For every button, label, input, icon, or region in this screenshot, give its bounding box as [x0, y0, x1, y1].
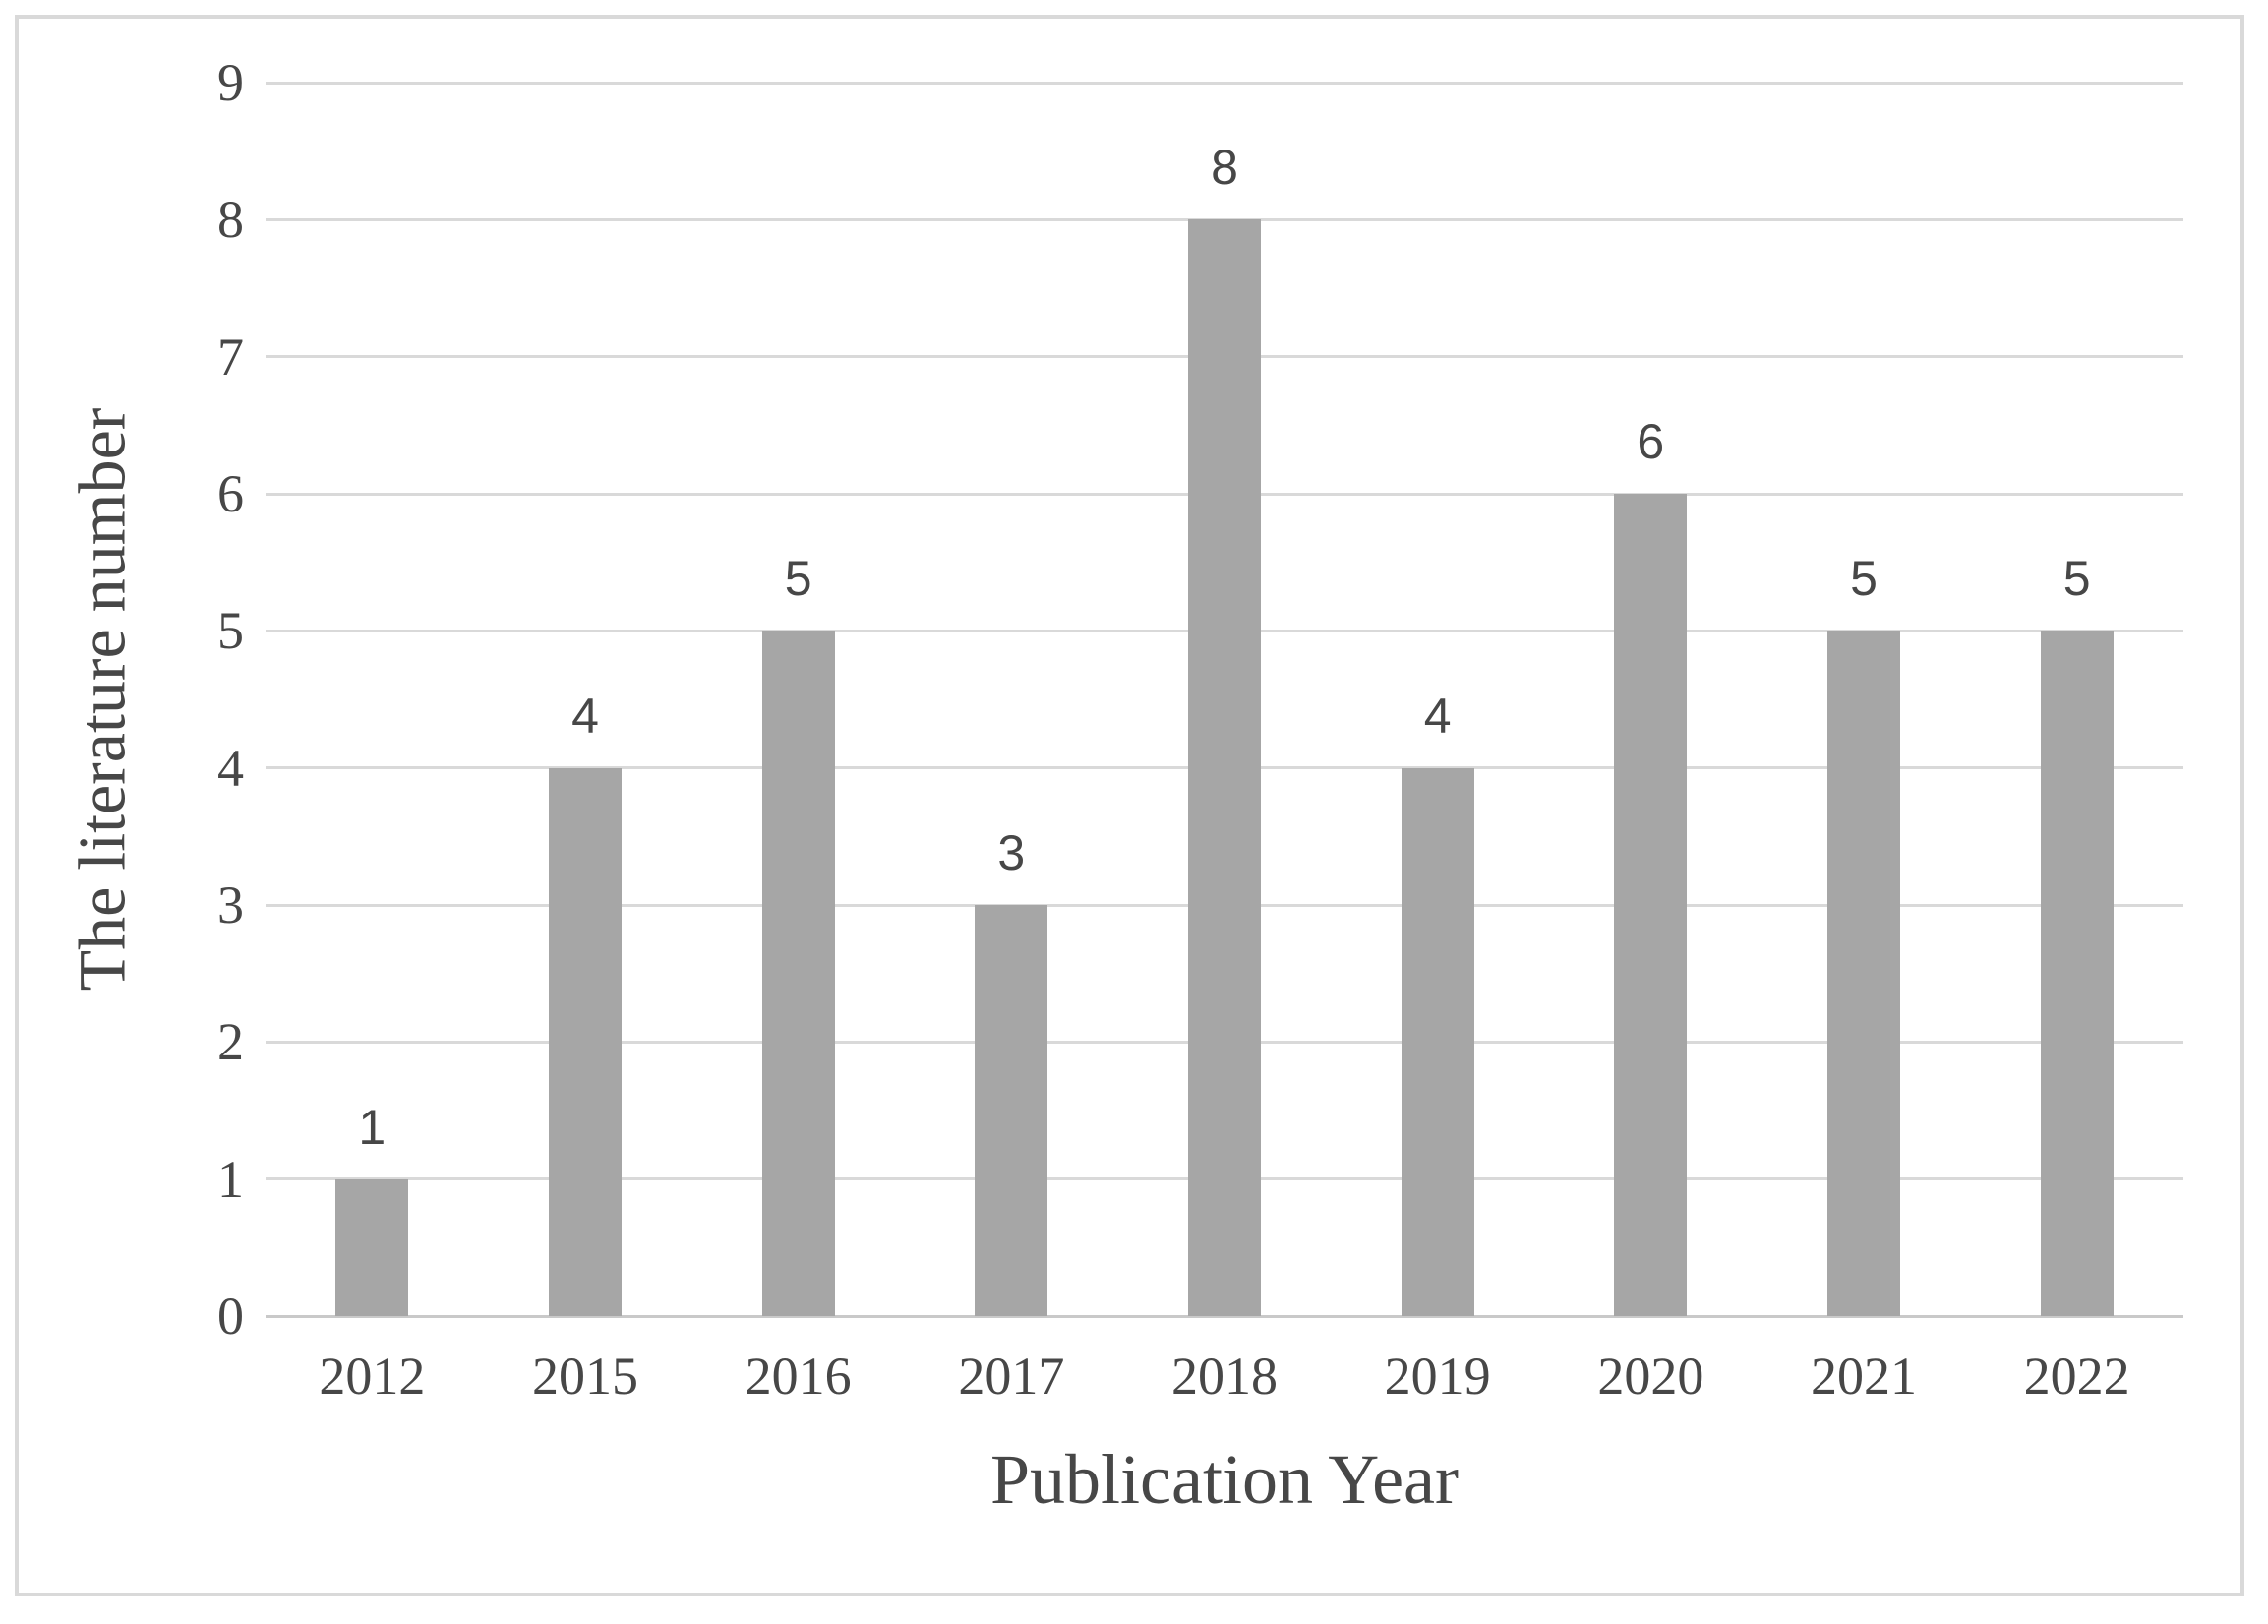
- bar-2022: [2040, 631, 2114, 1316]
- bar-value-label: 3: [997, 825, 1026, 881]
- bar-value-label: 4: [1423, 688, 1452, 744]
- bar-slot: 6: [1544, 83, 1758, 1316]
- gridline: [266, 81, 2183, 85]
- x-tick-label: 2016: [745, 1347, 852, 1406]
- y-tick-label: 3: [217, 875, 244, 934]
- bar-slot: 5: [1970, 83, 2183, 1316]
- x-tick-label: 2020: [1597, 1347, 1704, 1406]
- x-axis-tick-labels: 2012 2015 2016 2017 2018 2019 2020 2021 2022: [266, 1350, 2183, 1418]
- bar-value-label: 5: [784, 551, 812, 607]
- y-tick-label: 5: [217, 601, 244, 661]
- y-tick-label: 8: [217, 190, 244, 250]
- bar-2012: [335, 1178, 409, 1316]
- y-tick-label: 1: [217, 1149, 244, 1209]
- bar-value-label: 8: [1211, 140, 1238, 196]
- bar-value-label: 4: [571, 688, 599, 744]
- y-tick-label: 4: [217, 738, 244, 798]
- x-tick-label: 2018: [1171, 1347, 1278, 1406]
- bar-slot: 4: [1331, 83, 1544, 1316]
- y-tick-label: 2: [217, 1012, 244, 1072]
- bar-value-label: 1: [358, 1099, 387, 1155]
- bar-slot: 5: [1758, 83, 1971, 1316]
- y-tick-label: 7: [217, 327, 244, 387]
- bar-slot: 8: [1118, 83, 1332, 1316]
- x-tick-label: 2022: [2023, 1347, 2130, 1406]
- y-axis-tick-labels: 0 1 2 3 4 5 6 7 8 9: [118, 56, 244, 1343]
- bar-value-label: 5: [1850, 551, 1878, 607]
- y-tick-label: 0: [217, 1287, 244, 1346]
- bar-value-label: 5: [2062, 551, 2091, 607]
- x-tick-label: 2012: [319, 1347, 426, 1406]
- bar-2021: [1826, 631, 1900, 1316]
- bar-2016: [761, 631, 835, 1316]
- bar-value-label: 6: [1637, 414, 1665, 470]
- bar-2015: [548, 767, 622, 1316]
- bar-slot: 5: [691, 83, 905, 1316]
- x-tick-label: 2021: [1811, 1347, 1917, 1406]
- bar-2020: [1614, 494, 1688, 1316]
- x-tick-label: 2017: [958, 1347, 1065, 1406]
- bar-2018: [1187, 219, 1261, 1316]
- y-tick-label: 9: [217, 53, 244, 112]
- x-axis-line: [266, 1314, 2183, 1318]
- x-tick-label: 2019: [1384, 1347, 1491, 1406]
- bar-2017: [975, 905, 1048, 1316]
- x-axis-title: Publication Year: [990, 1440, 1459, 1519]
- plot-area: 1 4 5 3 8 4 6 5 5: [266, 81, 2183, 1318]
- x-tick-label: 2015: [531, 1347, 638, 1406]
- bar-slot: 4: [479, 83, 692, 1316]
- bar-slot: 3: [905, 83, 1118, 1316]
- bar-2019: [1401, 767, 1474, 1316]
- y-tick-label: 6: [217, 464, 244, 523]
- bar-slot: 1: [266, 83, 479, 1316]
